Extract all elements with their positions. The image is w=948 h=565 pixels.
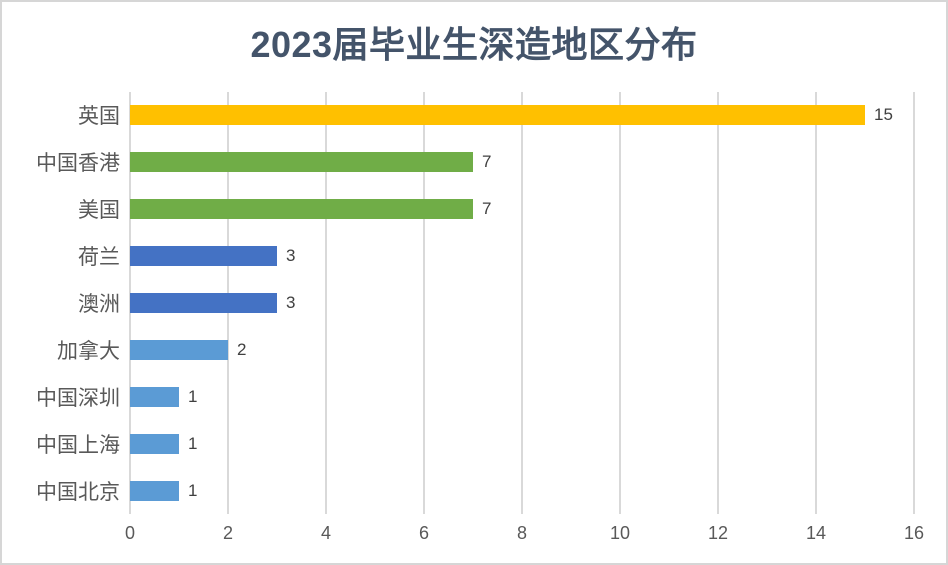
bar [130, 386, 179, 407]
gridline [325, 92, 327, 514]
category-label: 澳洲 [78, 293, 120, 316]
bar [130, 246, 277, 267]
x-tick-label: 12 [707, 523, 729, 543]
category-label: 中国深圳 [36, 386, 120, 410]
value-label: 7 [482, 199, 492, 219]
category-label: 中国上海 [36, 433, 120, 457]
bar [130, 199, 473, 220]
x-tick-label: 2 [222, 523, 234, 543]
x-tick-label: 8 [516, 523, 528, 543]
category-label: 中国香港 [36, 152, 120, 176]
value-label: 2 [237, 339, 247, 359]
bar [130, 339, 228, 360]
x-tick-label: 4 [320, 523, 332, 543]
bars-area: 15 7 7 3 3 2 1 1 1 [130, 92, 914, 514]
category-label: 中国北京 [36, 480, 120, 504]
gridline [521, 92, 523, 514]
gridline [717, 92, 719, 514]
value-label: 15 [874, 105, 893, 125]
bar-row: 7 [130, 186, 914, 233]
gridline [619, 92, 621, 514]
bar-row: 1 [130, 420, 914, 467]
value-label: 7 [482, 152, 492, 172]
category-axis: 英国中国香港美国荷兰澳洲加拿大中国深圳中国上海中国北京 [2, 92, 120, 514]
x-tick-label: 14 [805, 523, 827, 543]
bar-row: 3 [130, 233, 914, 280]
bar [130, 152, 473, 173]
bar [130, 480, 179, 501]
bar-row: 1 [130, 373, 914, 420]
chart-title: 2023届毕业生深造地区分布 [250, 24, 698, 65]
plot-area: 15 7 7 3 3 2 1 1 1 [129, 92, 915, 514]
bar [130, 105, 865, 126]
bar-row: 7 [130, 139, 914, 186]
bar-row: 15 [130, 92, 914, 139]
value-label: 1 [188, 433, 198, 453]
gridline [423, 92, 425, 514]
gridline [815, 92, 817, 514]
gridline [913, 92, 915, 514]
value-label: 1 [188, 386, 198, 406]
x-tick-label: 16 [903, 523, 925, 543]
x-tick-label: 6 [418, 523, 430, 543]
bar-row: 2 [130, 326, 914, 373]
category-label: 加拿大 [57, 339, 120, 363]
category-label: 美国 [78, 199, 120, 223]
x-tick-label: 10 [609, 523, 631, 543]
bar-row: 1 [130, 467, 914, 514]
value-label: 3 [286, 246, 296, 266]
value-label: 3 [286, 293, 296, 312]
x-tick-label: 0 [124, 523, 136, 543]
category-label: 荷兰 [78, 246, 120, 270]
x-axis: 0 2 4 6 8 10 12 14 16 [125, 523, 924, 549]
bar [130, 293, 277, 313]
value-label: 1 [188, 480, 198, 500]
bar [130, 433, 179, 454]
category-label: 英国 [78, 105, 120, 129]
bar-row: 3 [130, 280, 914, 327]
